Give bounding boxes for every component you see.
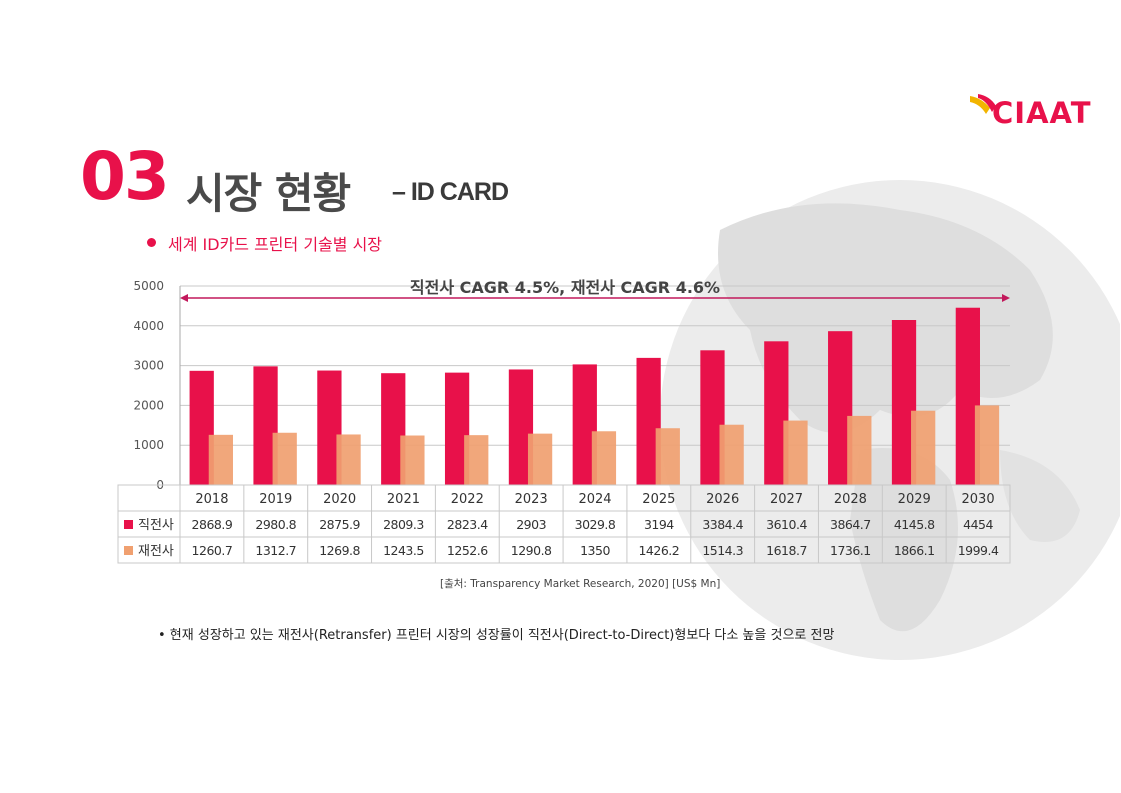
x-tick-label: 2019 (259, 492, 292, 507)
x-tick-label: 2027 (770, 492, 803, 507)
bar-retransfer (272, 432, 297, 485)
data-label: 4454 (963, 517, 993, 532)
data-label: 1243.5 (383, 543, 424, 558)
bar-retransfer (974, 405, 1000, 485)
data-label: 1514.3 (702, 543, 743, 558)
cagr-arrow-right (1002, 294, 1010, 302)
bar-retransfer (527, 433, 553, 485)
data-label: 3384.4 (702, 517, 743, 532)
data-label: 2980.8 (255, 517, 296, 532)
bar-retransfer (847, 415, 872, 485)
bar-retransfer (208, 434, 233, 485)
section-number: 03 (80, 138, 170, 215)
data-label: 1269.8 (319, 543, 360, 558)
y-tick-label: 1000 (133, 438, 164, 452)
bullet-dot (147, 238, 156, 247)
bar-retransfer (464, 435, 489, 485)
bar-retransfer (336, 434, 361, 485)
x-tick-label: 2026 (706, 492, 739, 507)
x-tick-label: 2021 (387, 492, 420, 507)
data-label: 2868.9 (192, 517, 233, 532)
data-label: 1426.2 (638, 543, 679, 558)
cagr-annotation: 직전사 CAGR 4.5%, 재전사 CAGR 4.6% (410, 278, 720, 297)
data-label: 1618.7 (766, 543, 807, 558)
data-label: 2875.9 (319, 517, 360, 532)
bar-retransfer (719, 424, 744, 485)
data-label: 3610.4 (766, 517, 807, 532)
y-tick-label: 3000 (133, 359, 164, 373)
x-tick-label: 2020 (323, 492, 356, 507)
data-label: 1252.6 (447, 543, 488, 558)
data-label: 4145.8 (894, 517, 935, 532)
x-tick-label: 2030 (962, 492, 995, 507)
legend-label: 재전사 (138, 544, 174, 559)
bar-retransfer (655, 428, 680, 485)
bar-retransfer (783, 420, 808, 485)
data-label: 3864.7 (830, 517, 871, 532)
y-tick-label: 2000 (133, 398, 164, 412)
x-tick-label: 2023 (515, 492, 548, 507)
cagr-arrow-left (180, 294, 188, 302)
data-label: 3029.8 (575, 517, 616, 532)
bar-retransfer (911, 410, 936, 485)
x-tick-label: 2028 (834, 492, 867, 507)
data-label: 1260.7 (192, 543, 233, 558)
x-tick-label: 2029 (898, 492, 931, 507)
data-label: 1350 (580, 543, 610, 558)
data-label: 1999.4 (958, 543, 999, 558)
legend-label: 직전사 (138, 518, 174, 533)
legend-swatch (124, 546, 133, 555)
data-label: 1736.1 (830, 543, 871, 558)
page-title-suffix: – ID CARD (392, 178, 509, 206)
data-label: 1290.8 (511, 543, 552, 558)
x-tick-label: 2018 (195, 492, 228, 507)
x-tick-label: 2025 (642, 492, 675, 507)
page-title: 시장 현황 (186, 169, 351, 218)
data-label: 2903 (516, 517, 546, 532)
legend-swatch (124, 520, 133, 529)
chart-subtitle: 세계 ID카드 프린터 기술별 시장 (168, 235, 383, 254)
footnote: • 현재 성장하고 있는 재전사(Retransfer) 프린터 시장의 성장률… (158, 628, 835, 643)
data-table (117, 484, 1011, 564)
x-tick-label: 2024 (578, 492, 611, 507)
data-label: 1312.7 (255, 543, 296, 558)
logo-text: CIAAT (992, 96, 1092, 130)
data-label: 3194 (644, 517, 674, 532)
bar-retransfer (591, 431, 617, 485)
y-tick-label: 4000 (133, 319, 164, 333)
data-label: 2809.3 (383, 517, 424, 532)
y-tick-label: 5000 (133, 279, 164, 293)
x-tick-label: 2022 (451, 492, 484, 507)
logo-mark (970, 94, 996, 114)
bar-retransfer (400, 435, 425, 485)
source-caption: [출처: Transparency Market Research, 2020]… (440, 578, 721, 590)
data-label: 1866.1 (894, 543, 935, 558)
data-label: 2823.4 (447, 517, 488, 532)
